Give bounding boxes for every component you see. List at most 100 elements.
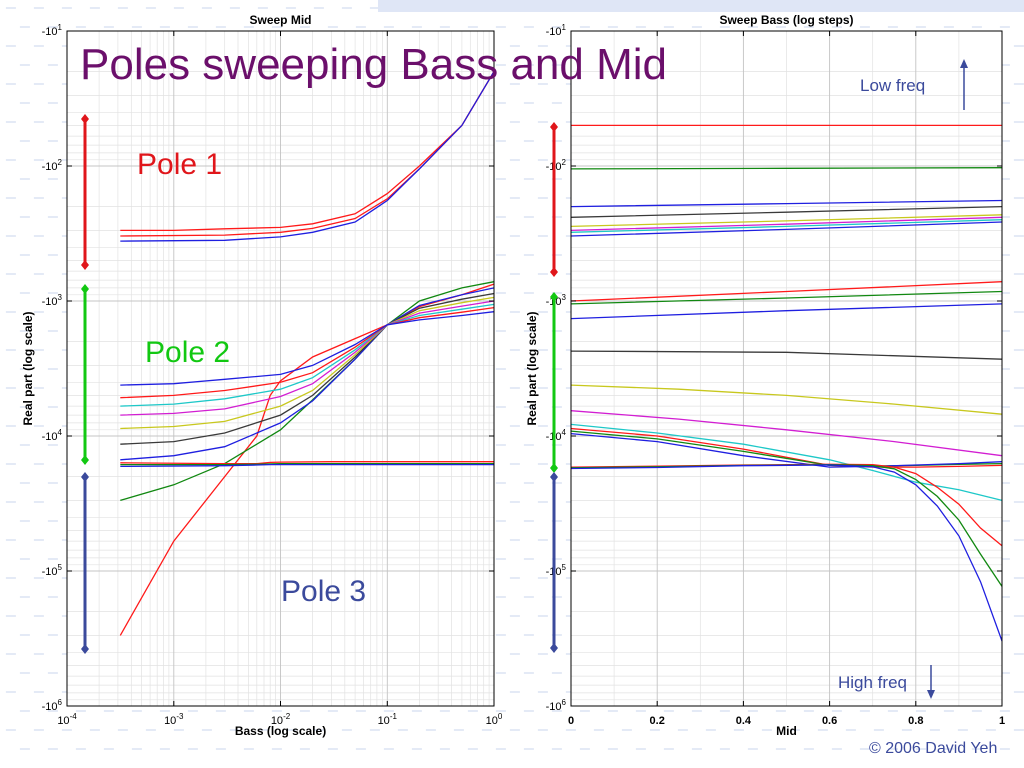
pole-3-label: Pole 3	[281, 575, 367, 608]
pole-range-end	[81, 455, 89, 465]
pole-range-end	[81, 644, 89, 654]
pole-range-end	[81, 114, 89, 124]
series-line	[120, 296, 495, 430]
y-tick-label: -101	[42, 23, 63, 38]
copyright-notice: © 2006 David Yeh	[869, 740, 998, 757]
x-tick-label: 10-3	[164, 712, 184, 727]
y-tick-label: -105	[546, 563, 567, 578]
y-axis-label: Real part (log scale)	[21, 311, 35, 425]
y-tick-exponent: 5	[562, 563, 567, 572]
pole-range-end	[550, 292, 558, 302]
y-tick-label: -102	[546, 158, 567, 173]
y-tick-exponent: 6	[58, 698, 63, 707]
pole-1-label: Pole 1	[137, 148, 223, 181]
series-line	[120, 287, 495, 461]
y-tick-exponent: 2	[562, 158, 567, 167]
series-line	[570, 167, 1003, 170]
x-tick-exponent: -3	[176, 712, 184, 721]
y-tick-label: -103	[42, 293, 63, 308]
y-tick-exponent: 3	[562, 293, 567, 302]
y-tick-label: -104	[546, 428, 567, 443]
y-tick-exponent: 1	[562, 23, 567, 32]
pole-range-end	[550, 267, 558, 277]
y-tick-label: -104	[42, 428, 63, 443]
sweep-bass-chart: -101-102-103-104-105-10600.20.40.60.81Sw…	[525, 13, 1005, 738]
minor-grid	[571, 31, 1002, 706]
series-line	[570, 214, 1003, 228]
pole-range-end	[81, 284, 89, 294]
series-line	[120, 306, 495, 399]
pole-range-end	[550, 643, 558, 653]
x-tick-exponent: 0	[498, 712, 503, 721]
tick-marks	[570, 30, 1003, 707]
y-tick-exponent: 4	[58, 428, 63, 437]
series-line	[570, 432, 1003, 468]
pole-range-end	[81, 472, 89, 482]
y-tick-exponent: 4	[562, 428, 567, 437]
series-line	[120, 311, 495, 386]
y-tick-exponent: 1	[58, 23, 63, 32]
y-tick-label: -106	[546, 698, 567, 713]
series-line	[120, 303, 495, 407]
x-tick-exponent: -4	[70, 712, 78, 721]
high-freq-arrowhead	[927, 690, 935, 699]
series-line	[120, 300, 495, 416]
series-line	[570, 221, 1003, 237]
y-tick-exponent: 5	[58, 563, 63, 572]
tick-marks	[66, 30, 495, 707]
pole-range-markers	[81, 59, 968, 699]
x-axis-label: Mid	[776, 724, 797, 738]
slide-title: Poles sweeping Bass and Mid	[80, 40, 667, 89]
series-line	[119, 283, 495, 636]
y-tick-label: -105	[42, 563, 63, 578]
series-line	[120, 292, 495, 445]
y-tick-exponent: 2	[58, 158, 63, 167]
series-line	[120, 462, 494, 466]
pole-range-end	[550, 463, 558, 473]
series-line	[570, 205, 1003, 218]
x-tick-label: 0	[568, 715, 574, 727]
series-line	[570, 290, 1003, 305]
y-tick-exponent: 3	[58, 293, 63, 302]
x-tick-label: 0.8	[908, 715, 923, 727]
pole-range-end	[550, 122, 558, 132]
chart-title: Sweep Bass (log steps)	[719, 13, 853, 27]
y-tick-label: -102	[42, 158, 63, 173]
series-line	[570, 199, 1003, 208]
x-tick-label: 100	[486, 712, 503, 727]
series-line	[570, 410, 1003, 457]
axes-frame	[570, 30, 1003, 707]
series-line	[570, 303, 1003, 320]
series-line	[570, 350, 1003, 360]
series-line	[120, 71, 495, 242]
high-freq-label: High freq	[838, 673, 907, 692]
series-line	[570, 464, 1003, 642]
x-tick-label: 0.4	[736, 715, 752, 727]
y-tick-label: -106	[42, 698, 63, 713]
pole-range-end	[550, 472, 558, 482]
low-freq-arrowhead	[960, 59, 968, 68]
series-line	[120, 71, 495, 232]
x-tick-label: 1	[999, 715, 1005, 727]
x-tick-exponent: -2	[283, 712, 291, 721]
series-line	[120, 463, 494, 468]
x-tick-label: 10-1	[378, 712, 398, 727]
x-tick-label: 0.6	[822, 715, 837, 727]
x-axis-label: Bass (log scale)	[235, 724, 326, 738]
y-tick-label: -101	[546, 23, 567, 38]
top-band	[378, 0, 1024, 12]
series-line	[570, 384, 1003, 415]
pole-2-label: Pole 2	[145, 336, 231, 369]
series-line	[570, 281, 1003, 302]
series-line	[570, 219, 1003, 233]
x-tick-exponent: -1	[390, 712, 398, 721]
y-tick-exponent: 6	[562, 698, 567, 707]
series-line	[120, 461, 494, 465]
series-line	[570, 216, 1003, 232]
x-tick-label: 10-4	[57, 712, 77, 727]
chart-title: Sweep Mid	[249, 13, 311, 27]
y-axis-label: Real part (log scale)	[525, 311, 539, 425]
low-freq-label: Low freq	[860, 76, 926, 95]
